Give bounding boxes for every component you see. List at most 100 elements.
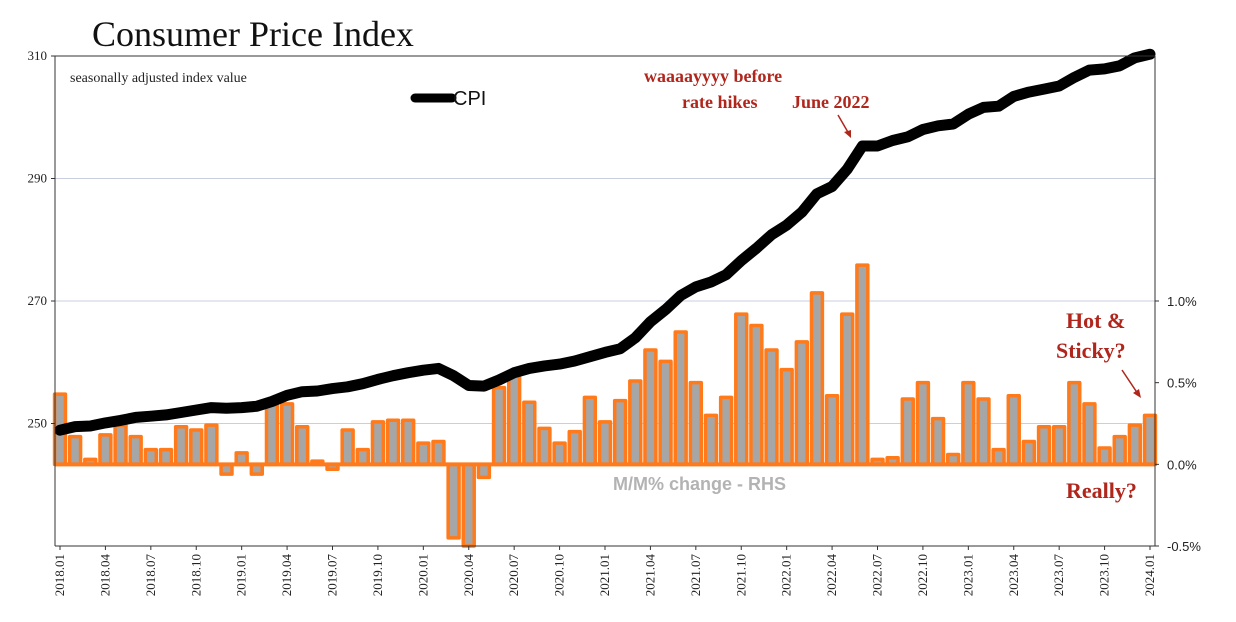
x-tick-label: 2018.10 <box>188 554 203 596</box>
mm-change-bar <box>582 395 598 467</box>
mm-change-bar <box>1067 380 1082 467</box>
mm-change-bar <box>658 359 673 467</box>
x-tick-label: 2020.04 <box>461 554 476 597</box>
mm-change-bar <box>794 340 810 467</box>
annotation-hot-arrowhead <box>1133 389 1141 398</box>
index-note: seasonally adjusted index value <box>70 71 247 86</box>
mm-change-bar <box>718 395 734 467</box>
x-tick-label: 2022.07 <box>870 554 885 597</box>
mm-change-bar <box>597 420 613 467</box>
mm-change-bar <box>416 441 431 467</box>
annotation-sticky: Sticky? <box>1056 338 1126 363</box>
mm-change-bar <box>295 425 310 467</box>
x-tick-label: 2019.04 <box>279 554 294 597</box>
mm-change-bar <box>703 413 719 467</box>
mm-change-bar <box>643 348 658 467</box>
x-tick-label: 2019.07 <box>325 554 340 597</box>
x-tick-label: 2023.01 <box>960 554 975 596</box>
x-tick-label: 2022.10 <box>915 554 930 596</box>
x-tick-label: 2023.07 <box>1051 554 1066 597</box>
mm-change-bar <box>189 428 204 467</box>
mm-change-bar <box>824 393 840 467</box>
mm-change-bar <box>340 428 355 467</box>
mm-change-bar <box>385 418 401 467</box>
mm-change-bar <box>855 263 870 467</box>
x-tick-label: 2022.01 <box>779 554 794 596</box>
x-tick-label: 2022.04 <box>824 554 839 597</box>
cpi-line <box>54 48 1156 436</box>
x-tick-label: 2018.01 <box>52 554 67 596</box>
mm-change-bar <box>537 426 552 467</box>
mm-change-bar <box>612 398 628 467</box>
left-tick-label: 270 <box>28 293 48 308</box>
mm-change-bar <box>764 348 779 467</box>
mm-change-bar <box>113 423 128 467</box>
x-tick-label: 2021.04 <box>642 554 657 597</box>
mm-change-bar <box>809 291 825 467</box>
chart-title: Consumer Price Index <box>92 14 414 54</box>
x-tick-label: 2020.07 <box>506 554 521 597</box>
mm-change-bar <box>1142 413 1158 467</box>
cpi-line-group <box>54 48 1156 436</box>
annotation-before-line2: rate hikes <box>682 92 758 112</box>
annotation-before-line1: waaaayyyy before <box>644 66 782 86</box>
annotation-june: June 2022 <box>792 92 870 112</box>
mm-change-bar <box>431 439 446 467</box>
x-tick-label: 2023.10 <box>1097 554 1112 596</box>
mm-change-bar <box>1112 434 1127 467</box>
mm-change-bar <box>204 423 219 467</box>
mm-change-bar <box>506 372 522 467</box>
left-tick-label: 310 <box>28 48 48 63</box>
mm-change-bar <box>991 447 1006 467</box>
mm-change-bar <box>1051 425 1067 467</box>
annotation-june-arrowhead <box>844 130 851 138</box>
mm-change-bar <box>128 434 143 467</box>
mm-change-bar <box>1006 393 1021 467</box>
mm-change-bar <box>1097 446 1112 467</box>
x-tick-label: 2018.07 <box>143 554 158 597</box>
mm-change-bar <box>279 402 295 467</box>
mm-change-bar <box>900 397 915 467</box>
annotation-june-arrow <box>837 114 850 135</box>
left-tick-label: 250 <box>28 416 48 431</box>
right-tick-label: 0.5% <box>1167 376 1197 391</box>
mm-change-bar <box>552 441 567 467</box>
mm-change-bar <box>915 380 931 467</box>
mm-change-bars <box>52 263 1158 548</box>
mm-change-bar <box>779 367 794 467</box>
x-tick-label: 2018.04 <box>97 554 112 597</box>
mm-change-bar <box>734 312 749 467</box>
mm-change-bar <box>567 429 582 467</box>
mm-change-bar <box>98 433 113 467</box>
x-tick-label: 2020.01 <box>415 554 430 596</box>
mm-change-bar <box>446 462 461 540</box>
mm-change-bar <box>930 416 946 467</box>
mm-change-bar <box>961 380 976 467</box>
mm-change-bar <box>143 447 159 467</box>
mm-change-bar <box>158 447 174 467</box>
mm-change-bar <box>173 425 189 467</box>
x-tick-label: 2023.04 <box>1006 554 1021 597</box>
mm-change-bar <box>688 380 704 467</box>
x-tick-label: 2019.01 <box>234 554 249 596</box>
x-tick-label: 2019.10 <box>370 554 385 596</box>
right-tick-label: -0.5% <box>1167 539 1201 554</box>
rhs-series-label: M/M% change - RHS <box>613 474 786 494</box>
annotation-hot-arrow <box>1121 369 1139 395</box>
mm-change-bar <box>400 418 416 467</box>
left-tick-label: 290 <box>28 171 48 186</box>
mm-change-bar <box>1021 439 1037 467</box>
right-axis-ticks: -0.5% 0.0% 0.5% 1.0% <box>1155 294 1201 554</box>
mm-change-bar <box>976 397 991 467</box>
mm-change-bar <box>522 400 537 467</box>
mm-change-bar <box>67 434 83 467</box>
mm-change-bar <box>1036 425 1052 467</box>
right-tick-label: 1.0% <box>1167 294 1197 309</box>
mm-change-bar <box>264 400 280 467</box>
annotation-really: Really? <box>1066 478 1137 503</box>
x-axis-ticks: 2018.01 2018.04 2018.07 2018.10 2019.01 2019.… <box>52 546 1157 596</box>
x-tick-label: 2021.07 <box>688 554 703 597</box>
right-tick-label: 0.0% <box>1167 457 1197 472</box>
left-axis-ticks: 250 270 290 310 <box>28 48 55 431</box>
x-tick-label: 2021.01 <box>597 554 612 596</box>
